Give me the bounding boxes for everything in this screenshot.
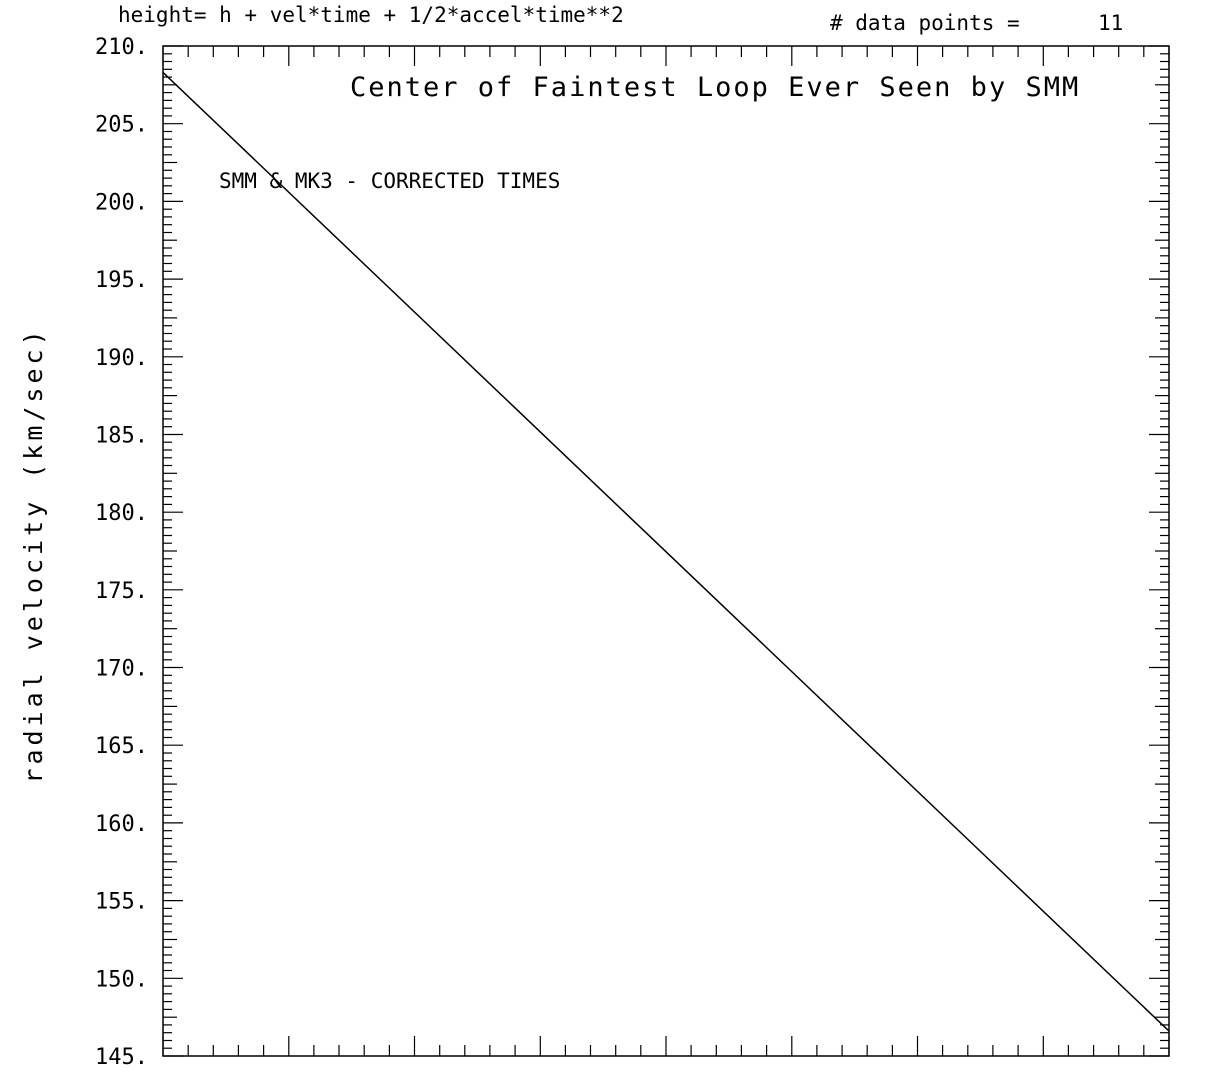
y-tick-labels: 210. 205. 200. 195. 190. 185. 180. 175. 170. 165.… — [95, 35, 148, 1070]
chart-title: Center of Faintest Loop Ever Seen by SMM — [350, 72, 1080, 103]
plot-frame — [162, 45, 1170, 1057]
y-tick-label: 145. — [95, 1045, 148, 1070]
axis-ticks — [162, 45, 1170, 1057]
series-layer — [162, 71, 1170, 1032]
data-points-label: # data points = — [830, 11, 1020, 35]
y-tick-label: 180. — [95, 501, 148, 526]
y-tick-label: 210. — [95, 35, 148, 60]
y-tick-label: 185. — [95, 424, 148, 449]
y-tick-label: 155. — [95, 890, 148, 915]
y-tick-label: 175. — [95, 579, 148, 604]
y-tick-label: 205. — [95, 113, 148, 138]
y-tick-label: 200. — [95, 190, 148, 215]
y-tick-label: 160. — [95, 812, 148, 837]
series-line-0 — [162, 71, 1170, 1032]
y-tick-label: 195. — [95, 268, 148, 293]
chart-annotation: SMM & MK3 - CORRECTED TIMES — [219, 169, 560, 193]
y-tick-label: 170. — [95, 657, 148, 682]
y-tick-label: 190. — [95, 346, 148, 371]
data-points-value: 11 — [1098, 11, 1123, 35]
y-axis-label: radial velocity (km/sec) — [19, 326, 48, 783]
y-tick-label: 165. — [95, 734, 148, 759]
fit-equation: height= h + vel*time + 1/2*accel*time**2 — [118, 3, 624, 27]
y-tick-label: 150. — [95, 967, 148, 992]
